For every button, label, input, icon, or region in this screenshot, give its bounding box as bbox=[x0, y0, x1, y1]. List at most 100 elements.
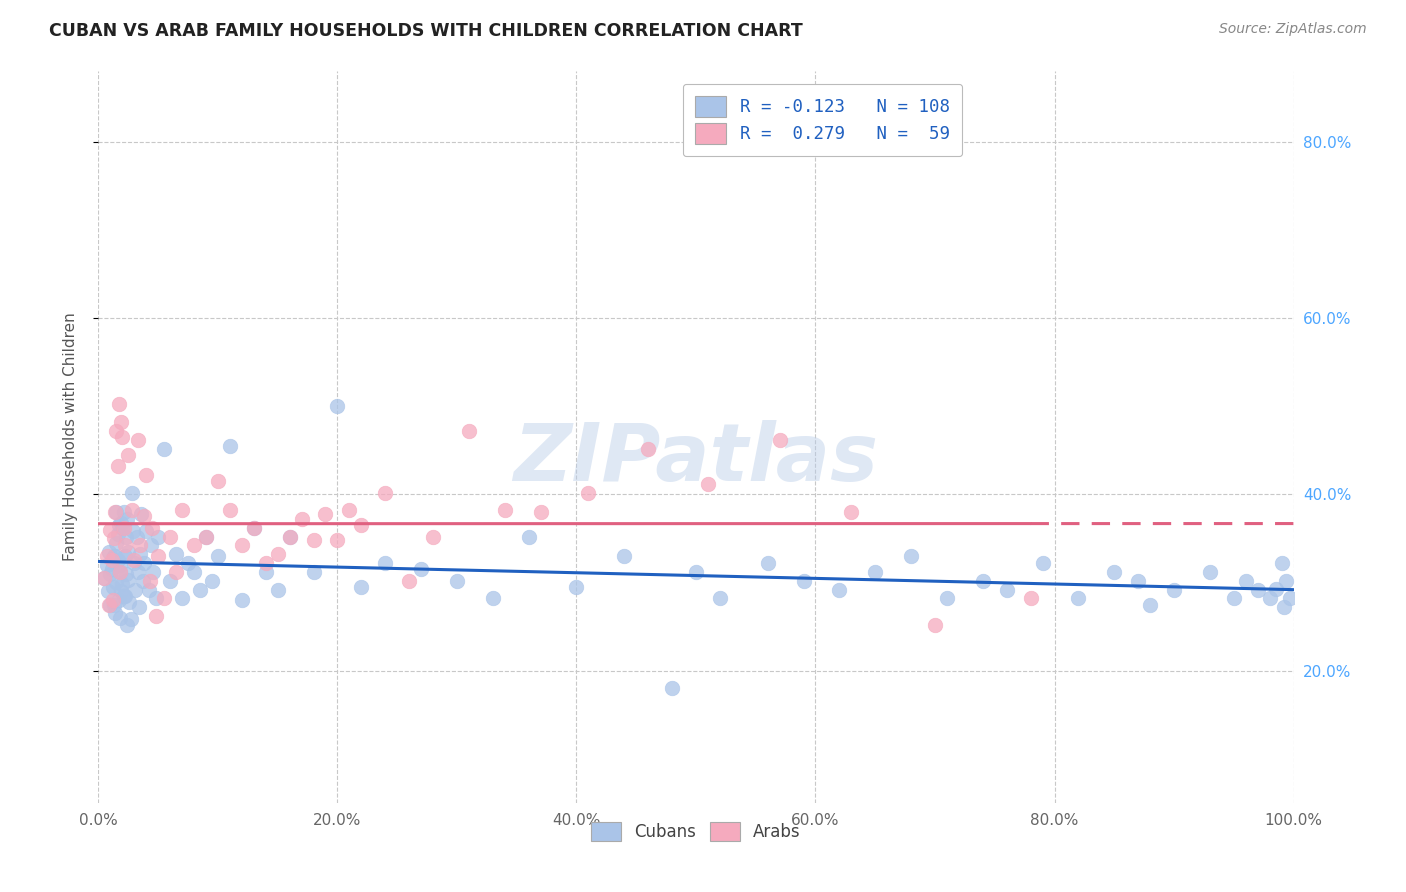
Point bbox=[201, 574, 224, 588]
Point bbox=[115, 512, 138, 526]
Point bbox=[105, 424, 128, 438]
Point bbox=[97, 584, 120, 599]
Point bbox=[637, 442, 659, 456]
Point bbox=[1271, 556, 1294, 570]
Point bbox=[98, 523, 122, 537]
Point bbox=[1139, 598, 1161, 612]
Point bbox=[122, 524, 145, 539]
Point bbox=[135, 467, 157, 482]
Point bbox=[96, 549, 118, 563]
Point bbox=[153, 442, 176, 456]
Point bbox=[188, 582, 211, 597]
Point bbox=[768, 433, 790, 447]
Point bbox=[661, 681, 683, 696]
Point bbox=[127, 433, 149, 447]
Point bbox=[105, 575, 128, 590]
Point bbox=[108, 565, 131, 579]
Point bbox=[132, 509, 155, 524]
Point bbox=[114, 589, 136, 603]
Point bbox=[145, 609, 167, 624]
Point bbox=[243, 521, 266, 535]
Point bbox=[131, 507, 153, 521]
Point bbox=[1067, 591, 1090, 606]
Point bbox=[339, 503, 361, 517]
Point bbox=[114, 549, 136, 563]
Point bbox=[1223, 591, 1246, 606]
Point bbox=[995, 582, 1018, 597]
Point bbox=[129, 547, 152, 561]
Point bbox=[107, 459, 129, 474]
Point bbox=[1019, 591, 1042, 606]
Point bbox=[315, 507, 337, 521]
Point bbox=[135, 524, 157, 539]
Point bbox=[153, 591, 176, 606]
Point bbox=[98, 566, 122, 581]
Point bbox=[267, 582, 290, 597]
Point bbox=[183, 565, 205, 579]
Text: Source: ZipAtlas.com: Source: ZipAtlas.com bbox=[1219, 22, 1367, 37]
Point bbox=[697, 476, 720, 491]
Point bbox=[110, 584, 132, 599]
Point bbox=[98, 598, 121, 612]
Point bbox=[107, 397, 129, 411]
Point bbox=[172, 503, 194, 517]
Point bbox=[127, 565, 149, 579]
Point bbox=[129, 539, 152, 553]
Point bbox=[125, 530, 148, 544]
Point bbox=[115, 530, 138, 544]
Point bbox=[709, 591, 731, 606]
Point bbox=[936, 591, 959, 606]
Point bbox=[108, 558, 131, 572]
Point bbox=[195, 530, 218, 544]
Point bbox=[110, 516, 132, 530]
Point bbox=[108, 611, 131, 625]
Point bbox=[124, 553, 146, 567]
Point bbox=[685, 565, 707, 579]
Point bbox=[1163, 582, 1185, 597]
Point bbox=[114, 539, 136, 553]
Point bbox=[93, 571, 115, 585]
Point bbox=[148, 530, 170, 544]
Point bbox=[1032, 556, 1054, 570]
Point bbox=[278, 530, 301, 544]
Point bbox=[458, 424, 481, 438]
Point bbox=[117, 448, 139, 462]
Point bbox=[112, 589, 135, 603]
Point bbox=[446, 574, 468, 588]
Point bbox=[104, 549, 127, 563]
Point bbox=[1247, 582, 1270, 597]
Text: ZIPatlas: ZIPatlas bbox=[513, 420, 879, 498]
Point bbox=[243, 521, 266, 535]
Point bbox=[104, 505, 127, 519]
Point bbox=[118, 595, 141, 609]
Point bbox=[101, 593, 124, 607]
Point bbox=[101, 580, 124, 594]
Point bbox=[578, 485, 600, 500]
Point bbox=[172, 591, 194, 606]
Point bbox=[104, 607, 127, 621]
Point bbox=[398, 574, 420, 588]
Point bbox=[96, 558, 118, 572]
Point bbox=[422, 530, 444, 544]
Point bbox=[141, 521, 163, 535]
Point bbox=[124, 582, 146, 597]
Point bbox=[121, 485, 143, 500]
Point bbox=[865, 565, 887, 579]
Point bbox=[98, 544, 121, 558]
Point bbox=[139, 539, 162, 553]
Point bbox=[207, 474, 229, 488]
Point bbox=[828, 582, 851, 597]
Point bbox=[254, 556, 277, 570]
Point bbox=[103, 598, 125, 612]
Point bbox=[374, 556, 396, 570]
Point bbox=[219, 503, 242, 517]
Point bbox=[793, 574, 815, 588]
Point bbox=[128, 600, 150, 615]
Point bbox=[1275, 574, 1298, 588]
Point bbox=[145, 591, 167, 606]
Point bbox=[159, 574, 181, 588]
Point bbox=[565, 580, 588, 594]
Point bbox=[107, 527, 129, 541]
Point bbox=[924, 617, 946, 632]
Point bbox=[112, 505, 135, 519]
